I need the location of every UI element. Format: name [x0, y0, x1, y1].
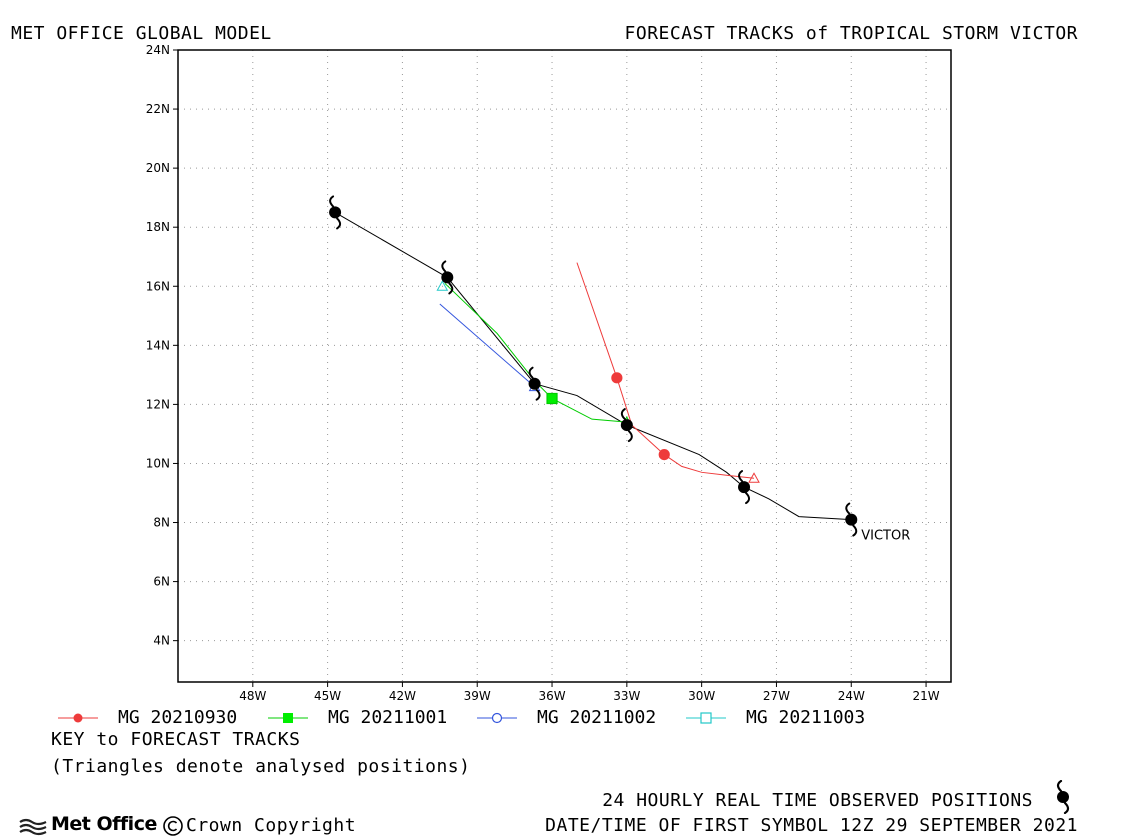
- hurricane-symbol-arm: [441, 260, 447, 273]
- hurricane-symbol-arm: [852, 524, 858, 537]
- copyright-text: Crown Copyright: [186, 815, 357, 836]
- legend-label: MG 20211001: [328, 707, 448, 728]
- legend-label: MG 20210930: [118, 707, 238, 728]
- hurricane-symbol-core: [528, 377, 541, 390]
- hurricane-symbol-icon: [329, 195, 342, 230]
- lon-tick-label: 27W: [763, 689, 790, 703]
- hurricane-symbol-icon: [528, 366, 541, 401]
- forecast-marker-circle: [611, 372, 623, 384]
- hurricane-symbol-arm: [535, 388, 541, 401]
- model-title: MET OFFICE GLOBAL MODEL: [11, 23, 272, 44]
- hurricane-symbol-arm: [627, 430, 633, 443]
- lon-tick-label: 30W: [688, 689, 715, 703]
- legend-label: MG 20211002: [537, 707, 657, 728]
- key-title: KEY to FORECAST TRACKS: [51, 729, 301, 750]
- hurricane-symbol-icon: [620, 408, 633, 443]
- map-frame: [177, 49, 952, 683]
- first-symbol-date: DATE/TIME OF FIRST SYMBOL 12Z 29 SEPTEMB…: [545, 815, 1078, 836]
- lon-tick-label: 33W: [613, 689, 640, 703]
- hurricane-symbol-core: [738, 481, 751, 494]
- legend-marker-filled-circle: [58, 713, 98, 723]
- hurricane-symbol-icon: [738, 470, 751, 505]
- lat-tick-label: 14N: [146, 338, 170, 352]
- lat-tick-label: 18N: [146, 220, 170, 234]
- lon-tick-label: 45W: [314, 689, 341, 703]
- met-office-logo-icon: [19, 818, 47, 836]
- hurricane-symbol-core: [620, 419, 633, 432]
- forecast-track-line: [439, 303, 535, 388]
- lon-tick-label: 48W: [239, 689, 266, 703]
- hurricane-symbol-arm: [329, 195, 335, 208]
- key-note: (Triangles denote analysed positions): [51, 756, 471, 777]
- legend-marker-open-circle: [477, 712, 517, 724]
- hurricane-symbol-arm: [738, 470, 744, 483]
- hurricane-symbol-arm: [620, 408, 626, 421]
- lon-tick-label: 42W: [389, 689, 416, 703]
- lat-tick-label: 16N: [146, 279, 170, 293]
- analysed-position-triangle: [436, 280, 449, 291]
- hurricane-symbol-arm: [448, 282, 454, 295]
- lon-tick-label: 24W: [838, 689, 865, 703]
- lat-tick-label: 6N: [153, 575, 170, 589]
- observed-positions-label: 24 HOURLY REAL TIME OBSERVED POSITIONS: [602, 790, 1033, 811]
- lon-tick-label: 39W: [464, 689, 491, 703]
- lat-tick-label: 12N: [146, 397, 170, 411]
- chart-title: FORECAST TRACKS of TROPICAL STORM VICTOR: [624, 23, 1078, 44]
- lat-tick-label: 22N: [146, 102, 170, 116]
- legend-marker-filled-square: [268, 713, 308, 723]
- legend-label: MG 20211003: [746, 707, 866, 728]
- forecast-track-line: [444, 282, 627, 423]
- analysed-position-triangle: [748, 472, 760, 483]
- lon-tick-label: 21W: [912, 689, 939, 703]
- hurricane-symbol-arm: [745, 492, 751, 505]
- observed-track-line: [334, 211, 852, 521]
- hurricane-symbol-icon: [1056, 780, 1070, 814]
- lat-tick-label: 24N: [146, 43, 170, 57]
- hurricane-symbol-arm: [528, 366, 534, 379]
- copyright-icon: [163, 816, 183, 836]
- hurricane-symbol-icon: [845, 502, 858, 537]
- hurricane-symbol-core: [845, 513, 858, 526]
- hurricane-symbol-arm: [845, 502, 851, 515]
- forecast-marker-square: [546, 392, 558, 405]
- legend-marker-open-square: [686, 712, 726, 724]
- hurricane-symbol-core: [441, 271, 454, 284]
- hurricane-symbol-core: [329, 206, 342, 219]
- forecast-marker-circle: [658, 448, 670, 461]
- lat-tick-label: 20N: [146, 161, 170, 175]
- lon-tick-label: 36W: [538, 689, 565, 703]
- forecast-track-line: [576, 262, 755, 479]
- hurricane-symbol-arm: [336, 217, 342, 230]
- lat-tick-label: 4N: [153, 634, 170, 648]
- lat-tick-label: 10N: [146, 456, 170, 470]
- storm-name-label: VICTOR: [861, 529, 910, 544]
- lat-tick-label: 8N: [153, 516, 170, 530]
- hurricane-symbol-icon: [441, 260, 454, 295]
- met-office-logo-text: Met Office: [51, 813, 157, 835]
